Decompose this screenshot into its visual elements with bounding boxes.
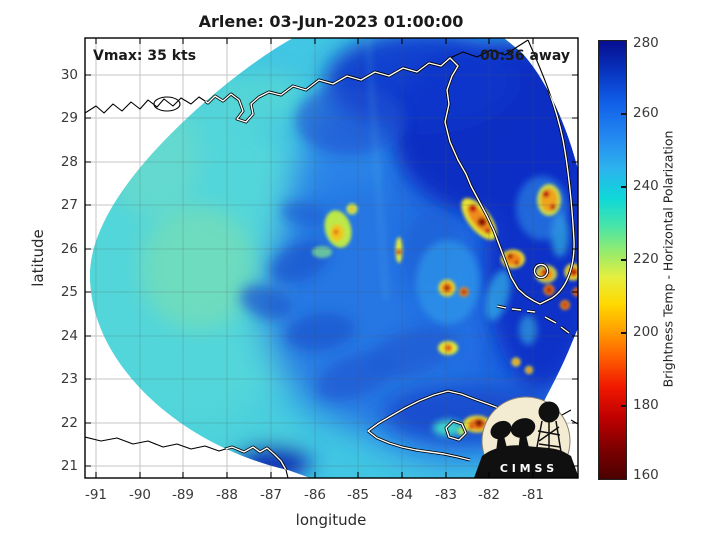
- storm-swirl-bands: [239, 85, 462, 401]
- x-tick-label: -89: [171, 487, 195, 503]
- water-tower-legs: [535, 420, 562, 453]
- colorbar-tick: [621, 332, 626, 334]
- x-axis-label: longitude: [295, 511, 367, 529]
- x-tick-label: -87: [259, 487, 283, 503]
- y-tick-label: 26: [60, 241, 78, 257]
- y-tick-label: 28: [60, 154, 78, 170]
- colorbar-tick-label: 220: [633, 251, 659, 267]
- x-tick-label: -82: [477, 487, 501, 503]
- logo-text: C I M S S: [500, 462, 554, 475]
- y-tick-label: 27: [60, 197, 78, 213]
- plot-border: [84, 37, 579, 479]
- satellite-dish-icon: [490, 420, 512, 440]
- colorbar-tick: [621, 405, 626, 407]
- logo-banner: [474, 445, 578, 478]
- water-tower-icon: [538, 401, 560, 423]
- colorbar-tick-label: 280: [633, 35, 659, 51]
- x-tick-label: -86: [303, 487, 327, 503]
- x-tick-label: -81: [521, 487, 545, 503]
- gridlines-overlay: [89, 38, 578, 478]
- colorbar-tick: [621, 259, 626, 261]
- vmax-annotation: Vmax: 35 kts: [93, 48, 197, 64]
- y-tick-label: 24: [60, 328, 78, 344]
- axis-ticks: [85, 38, 578, 478]
- y-tick-label: 29: [60, 110, 78, 126]
- y-axis-label: latitude: [29, 229, 47, 287]
- x-tick-label: -91: [84, 487, 108, 503]
- y-tick-label: 25: [60, 284, 78, 300]
- colorbar-tick-label: 260: [633, 105, 659, 121]
- colorbar: [598, 40, 627, 480]
- y-tick-label: 22: [60, 415, 78, 431]
- colorbar-tick-label: 180: [633, 397, 659, 413]
- y-tick-label: 30: [60, 67, 78, 83]
- colorbar-tick-label: 240: [633, 178, 659, 194]
- x-tick-label: -88: [215, 487, 239, 503]
- colorbar-tick: [621, 186, 626, 188]
- x-tick-label: -85: [346, 487, 370, 503]
- x-tick-label: -90: [128, 487, 152, 503]
- cimss-logo: C I M S S: [474, 396, 578, 478]
- page-title: Arlene: 03-Jun-2023 01:00:00: [198, 12, 464, 31]
- fine-streaks: [366, 38, 569, 436]
- y-tick-label: 23: [60, 371, 78, 387]
- countdown-annotation: 00:36 away: [480, 48, 570, 64]
- satellite-dish-icon: [510, 418, 536, 438]
- colorbar-tick: [621, 113, 626, 115]
- colorbar-tick-label: 200: [633, 324, 659, 340]
- convective-hotspots: [312, 184, 578, 436]
- x-tick-label: -84: [390, 487, 414, 503]
- colorbar-label: Brightness Temp - Horizontal Polarizatio…: [660, 130, 676, 388]
- y-tick-label: 21: [60, 458, 78, 474]
- x-tick-label: -83: [434, 487, 458, 503]
- colorbar-tick-label: 160: [633, 467, 659, 483]
